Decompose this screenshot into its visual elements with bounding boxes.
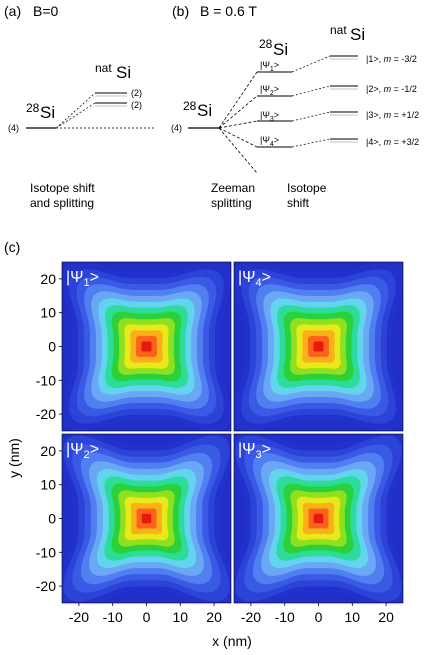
b-iso-line-2 bbox=[291, 85, 331, 97]
b-psi2-label: |Ψ2> bbox=[260, 84, 279, 97]
x-tick-label: 0 bbox=[143, 609, 151, 625]
a-si28-sup: 28 bbox=[26, 101, 40, 115]
b-natsi-sup: nat bbox=[330, 23, 347, 37]
a-degeneracy-2-upper: (2) bbox=[131, 88, 142, 98]
y-tick-label: 0 bbox=[48, 511, 56, 527]
map-frame bbox=[233, 261, 404, 432]
x-tick-label: 20 bbox=[378, 609, 394, 625]
b-si28-top-symbol: Si bbox=[273, 40, 288, 59]
x-tick-label: -20 bbox=[241, 609, 261, 625]
y-tick-label: 20 bbox=[40, 443, 56, 459]
y-tick-label: 0 bbox=[48, 339, 56, 355]
y-tick-label: -20 bbox=[36, 406, 56, 422]
a-connector-upper bbox=[55, 92, 96, 129]
b-degeneracy-4: (4) bbox=[171, 123, 182, 133]
b-caption-zeeman-2: splitting bbox=[211, 196, 252, 210]
c-x-axis-label: x (nm) bbox=[212, 633, 252, 649]
wavefunction-maps: |Ψ1> |Ψ4> |Ψ2> |Ψ3> bbox=[61, 261, 404, 604]
b-iso-line-4 bbox=[291, 138, 331, 148]
b-zeeman-line-3b bbox=[218, 120, 258, 129]
contour-level-13 bbox=[313, 513, 324, 524]
b-state-2-label: |2>, m = -1/2 bbox=[366, 84, 417, 94]
map-psi-label: |Ψ3> bbox=[238, 441, 271, 461]
y-tick-label: -20 bbox=[36, 578, 56, 594]
panel-a-field: B=0 bbox=[33, 3, 59, 19]
a-caption-line2: and splitting bbox=[30, 196, 94, 210]
b-psi1-label: |Ψ1> bbox=[260, 60, 279, 73]
axis-ticks: 20 10 0 -10 -20 20 10 0 -10 -20 -20 -10 0 10 20 -20 -10 0… bbox=[36, 271, 394, 625]
y-tick-label: -10 bbox=[36, 544, 56, 560]
b-si28-left-sup: 28 bbox=[183, 99, 197, 113]
panel-b-label: (b) bbox=[172, 3, 189, 19]
panel-c-label: (c) bbox=[4, 239, 20, 255]
b-iso-line-1 bbox=[291, 55, 331, 73]
contour-level-13 bbox=[141, 513, 152, 524]
panel-a: (a) B=0 28 Si nat Si (4) (2) (2) Isotope… bbox=[4, 3, 156, 210]
map-psi-label: |Ψ4> bbox=[238, 269, 271, 289]
panel-b: (b) B = 0.6 T 28 Si nat Si 28 Si (4) |Ψ1… bbox=[171, 3, 419, 210]
a-connector-grey-2 bbox=[55, 105, 96, 129]
c-y-axis-label: y (nm) bbox=[6, 438, 22, 478]
a-degeneracy-2-lower: (2) bbox=[131, 100, 142, 110]
map-psi-label: |Ψ1> bbox=[66, 269, 99, 289]
y-tick-label: 20 bbox=[40, 271, 56, 287]
b-zeeman-line-1 bbox=[218, 71, 258, 129]
b-iso-line-3 bbox=[291, 111, 331, 122]
map-panel-3: |Ψ2> bbox=[61, 433, 232, 604]
b-si28-top-sup: 28 bbox=[259, 37, 273, 51]
b-zeeman-line-4 bbox=[218, 127, 258, 174]
b-state-4-label: |4>, m = +3/2 bbox=[366, 137, 419, 147]
a-connector-grey-1 bbox=[55, 95, 96, 129]
x-tick-label: -20 bbox=[69, 609, 89, 625]
x-tick-label: 20 bbox=[206, 609, 222, 625]
b-caption-iso-1: Isotope bbox=[287, 181, 327, 195]
map-psi-label: |Ψ2> bbox=[66, 441, 99, 461]
y-tick-label: -10 bbox=[36, 372, 56, 388]
panel-b-field: B = 0.6 T bbox=[200, 3, 257, 19]
a-connector-lower bbox=[55, 102, 96, 129]
b-caption-iso-2: shift bbox=[287, 196, 310, 210]
b-zeeman-line-3 bbox=[218, 127, 258, 148]
x-tick-label: -10 bbox=[275, 609, 295, 625]
b-natsi-symbol: Si bbox=[350, 25, 365, 44]
b-zeeman-line-2 bbox=[218, 95, 258, 129]
b-state-1-label: |1>, m = -3/2 bbox=[366, 54, 417, 64]
y-tick-label: 10 bbox=[40, 477, 56, 493]
contour-level-13 bbox=[313, 341, 324, 352]
x-tick-label: 10 bbox=[345, 609, 361, 625]
map-panel-4: |Ψ3> bbox=[233, 433, 404, 604]
a-natsi-sup: nat bbox=[95, 61, 112, 75]
x-tick-label: 10 bbox=[173, 609, 189, 625]
x-tick-label: 0 bbox=[315, 609, 323, 625]
b-psi4-label: |Ψ4> bbox=[260, 135, 279, 148]
map-panel-1: |Ψ1> bbox=[61, 261, 232, 432]
contour-level-13 bbox=[141, 341, 152, 352]
a-degeneracy-4: (4) bbox=[8, 123, 19, 133]
y-tick-label: 10 bbox=[40, 305, 56, 321]
a-caption-line1: Isotope shift bbox=[30, 181, 95, 195]
b-psi3-label: |Ψ3> bbox=[260, 110, 279, 123]
x-tick-label: -10 bbox=[103, 609, 123, 625]
b-state-3-label: |3>, m = +1/2 bbox=[366, 110, 419, 120]
panel-a-label: (a) bbox=[4, 3, 21, 19]
map-panel-2: |Ψ4> bbox=[233, 261, 404, 432]
panel-c: (c) y (nm) x (nm) |Ψ1> |Ψ4> |Ψ2> |Ψ3> 20 10 0… bbox=[4, 239, 404, 649]
b-si28-left-symbol: Si bbox=[197, 101, 212, 120]
b-caption-zeeman-1: Zeeman bbox=[211, 181, 255, 195]
a-si28-symbol: Si bbox=[40, 103, 55, 122]
a-natsi-symbol: Si bbox=[116, 63, 131, 82]
